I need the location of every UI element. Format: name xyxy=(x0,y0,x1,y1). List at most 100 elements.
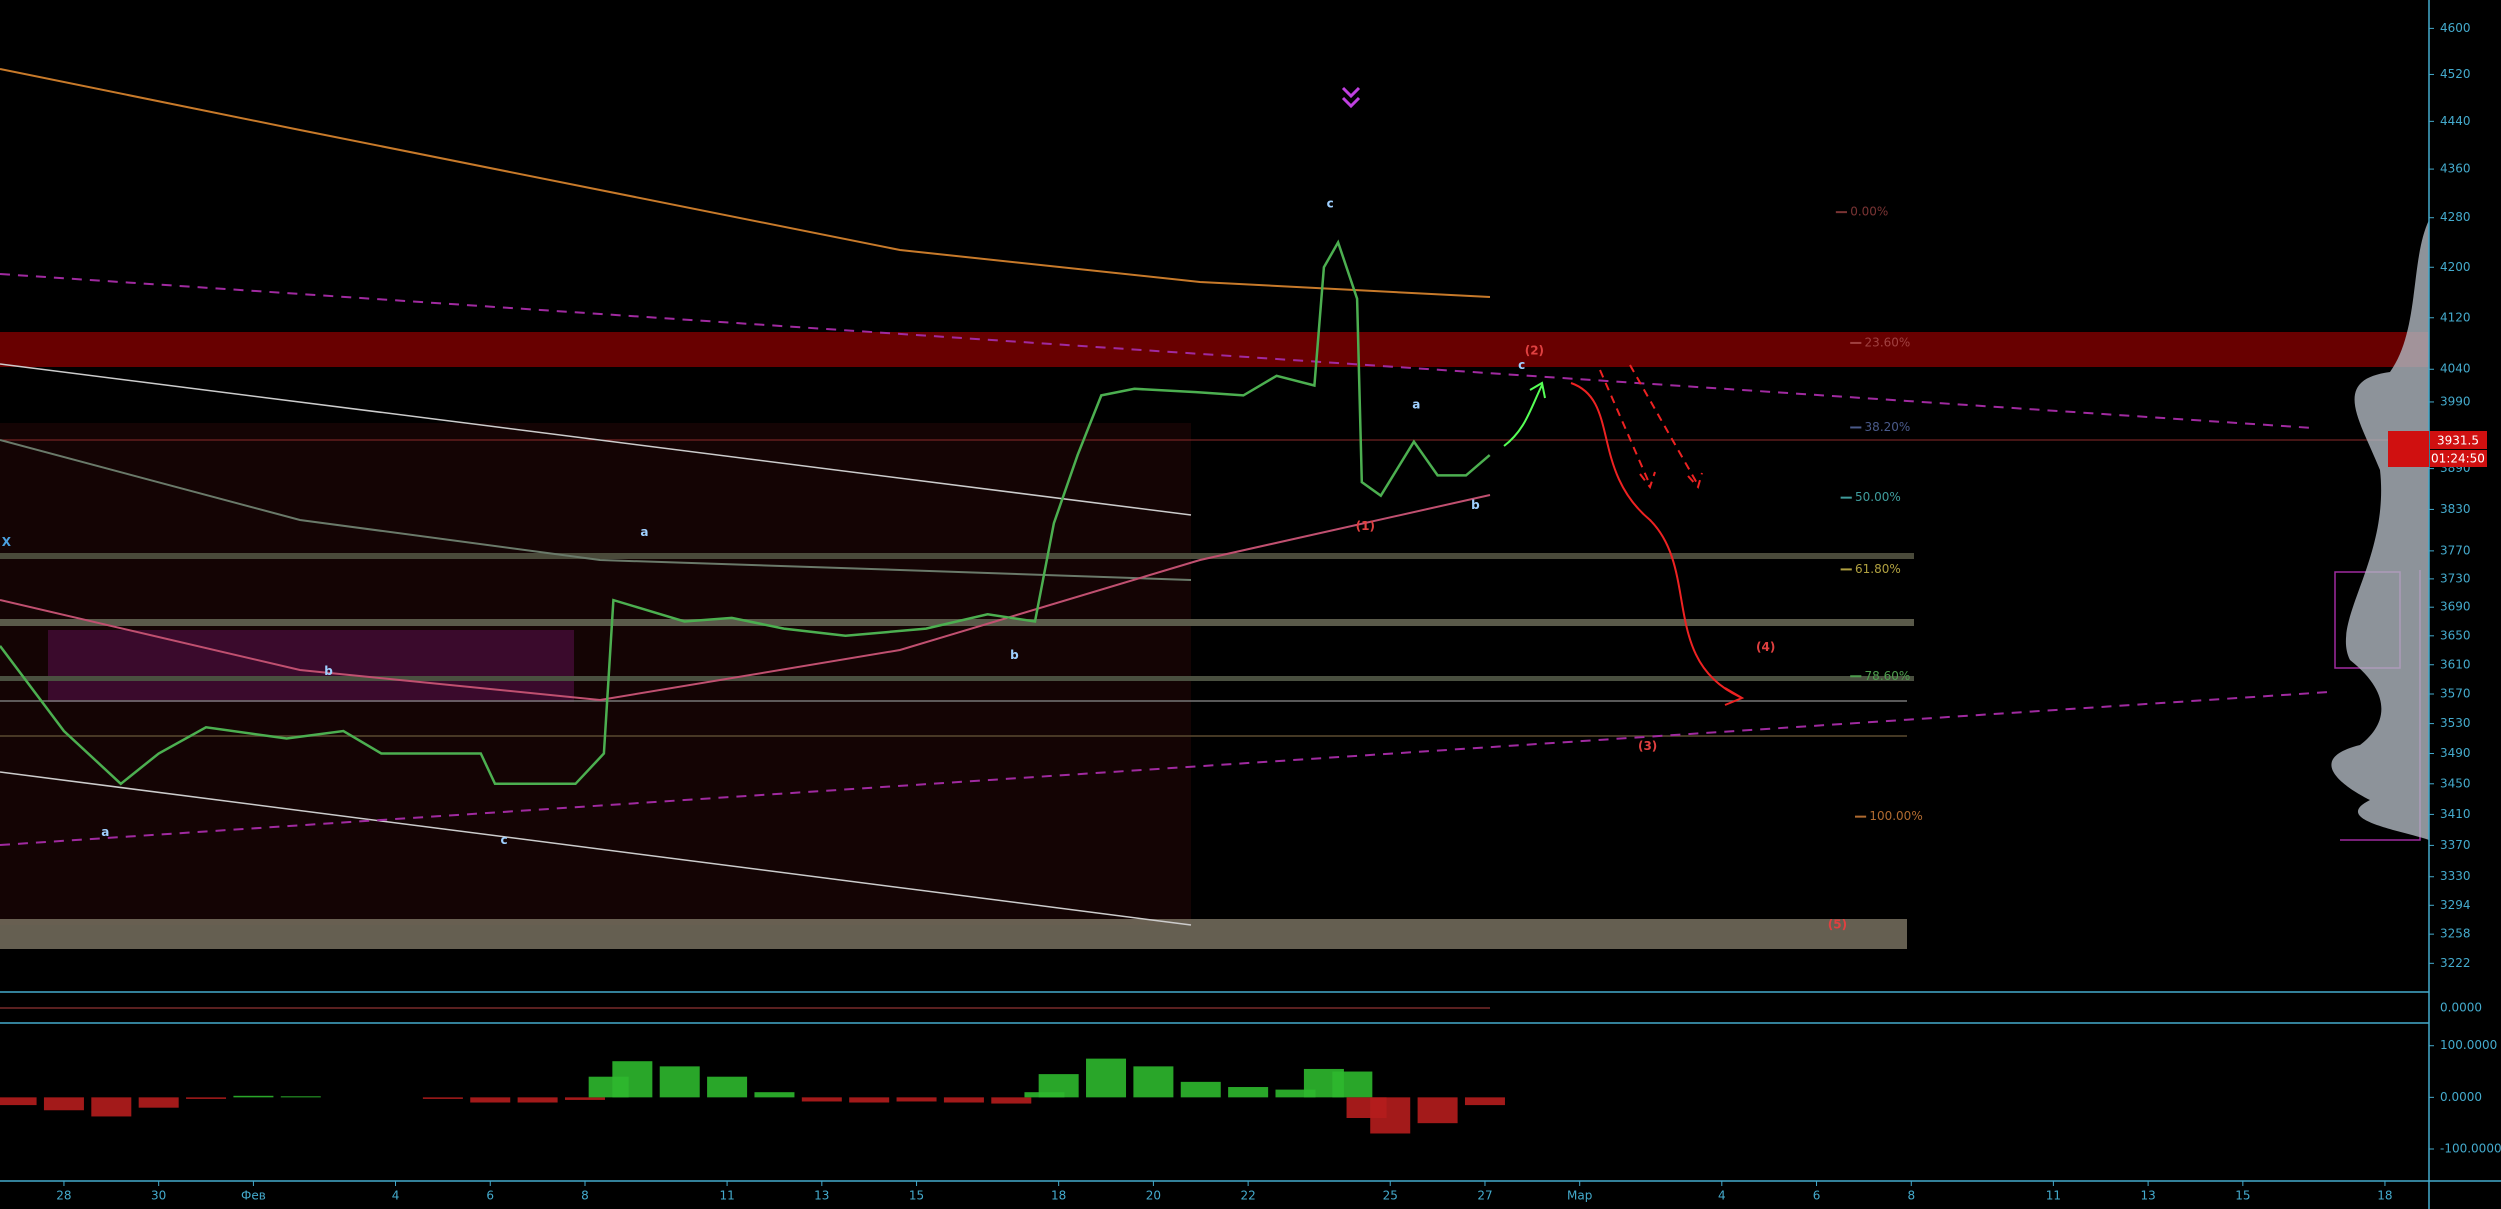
x-tick-label: 8 xyxy=(581,1189,589,1203)
price-line xyxy=(0,239,1491,786)
x-tick-label: 27 xyxy=(1477,1189,1492,1203)
wave-label: c xyxy=(1327,197,1334,211)
x-tick-label: 28 xyxy=(56,1189,71,1203)
y-tick-label: 4520 xyxy=(2440,67,2471,81)
oscillator-bar xyxy=(801,1097,842,1102)
wave-label: a xyxy=(101,825,109,839)
y-tick-label: 3450 xyxy=(2440,776,2471,790)
trend-line xyxy=(0,68,1491,298)
x-tick-label: 11 xyxy=(719,1189,734,1203)
x-tick-label: 15 xyxy=(2235,1189,2250,1203)
y-tick-label: 3610 xyxy=(2440,657,2471,671)
oscillator-bar xyxy=(991,1097,1032,1104)
level-band xyxy=(0,553,1914,559)
oscillator-bar xyxy=(754,1092,795,1098)
fib-label: 0.00% xyxy=(1850,205,1888,219)
y-tick-label: 4600 xyxy=(2440,21,2471,35)
y-tick-label: 100.0000 xyxy=(2440,1038,2497,1052)
y-tick-label: 4200 xyxy=(2440,260,2471,274)
fib-label: 50.00% xyxy=(1855,490,1901,504)
trend-line xyxy=(0,439,1192,581)
x-tick-label: 6 xyxy=(1813,1189,1821,1203)
timer-badge xyxy=(2430,450,2487,467)
fib-label: 23.60% xyxy=(1865,335,1911,349)
wave-label: c xyxy=(1518,358,1525,372)
oscillator-bar xyxy=(564,1097,605,1100)
y-tick-label: 3730 xyxy=(2440,571,2471,585)
x-tick-label: 20 xyxy=(1146,1189,1161,1203)
level-band xyxy=(0,676,1914,681)
x-tick-label: 18 xyxy=(1051,1189,1066,1203)
y-tick-label: 3410 xyxy=(2440,807,2471,821)
oscillator-bar xyxy=(943,1097,984,1103)
wave-label: b xyxy=(324,664,333,678)
dashed-trend xyxy=(0,691,2330,846)
oscillator-bar xyxy=(612,1061,653,1098)
oscillator-bar xyxy=(138,1097,179,1108)
y-tick-label: 4360 xyxy=(2440,162,2471,176)
oscillator-bar xyxy=(1332,1071,1373,1098)
oscillator-bar xyxy=(233,1095,274,1098)
y-tick-label: 4280 xyxy=(2440,210,2471,224)
fib-label: 61.80% xyxy=(1855,562,1901,576)
y-tick-label: 3294 xyxy=(2440,898,2471,912)
x-tick-label: 18 xyxy=(2377,1189,2392,1203)
price-badge-left xyxy=(2388,431,2429,467)
x-tick-label: 25 xyxy=(1383,1189,1398,1203)
oscillator-bar xyxy=(1464,1097,1505,1106)
x-tick-label: 22 xyxy=(1240,1189,1255,1203)
oscillator-bar xyxy=(0,1097,37,1106)
x-tick-label: 13 xyxy=(2140,1189,2155,1203)
y-tick-label: 3650 xyxy=(2440,628,2471,642)
y-tick-label: 3370 xyxy=(2440,838,2471,852)
x-tick-label: Фев xyxy=(241,1189,266,1203)
y-tick-label: 3258 xyxy=(2440,927,2471,941)
price-badge xyxy=(2430,431,2487,449)
oscillator-bar xyxy=(1370,1097,1411,1134)
y-tick-label: 4440 xyxy=(2440,114,2471,128)
y-tick-label: 3490 xyxy=(2440,746,2471,760)
oscillator-bar xyxy=(1133,1066,1174,1098)
y-tick-label: 3770 xyxy=(2440,543,2471,557)
resistance-zone xyxy=(0,332,2429,367)
channel-line xyxy=(0,771,1192,926)
oscillator-bar xyxy=(43,1097,84,1111)
oscillator-bar xyxy=(1417,1097,1458,1124)
dashed-trend xyxy=(0,273,2314,429)
fib-label: 78.60% xyxy=(1865,669,1911,683)
price-label: 3931.5 xyxy=(2437,434,2479,448)
x-tick-label: 8 xyxy=(1907,1189,1915,1203)
y-tick-label: 4120 xyxy=(2440,310,2471,324)
oscillator-bar xyxy=(896,1097,937,1102)
timer-label: 01:24:50 xyxy=(2431,452,2485,466)
x-tick-label: 11 xyxy=(2046,1189,2061,1203)
y-tick-label: 3330 xyxy=(2440,869,2471,883)
y-tick-label: 0.0000 xyxy=(2440,1090,2482,1104)
projection-arrow xyxy=(1599,364,1703,490)
wave-label: b xyxy=(1471,498,1480,512)
oscillator-bar xyxy=(1275,1089,1316,1098)
y-tick-label: 0.0000 xyxy=(2440,1001,2482,1015)
oscillator-bar xyxy=(1180,1081,1221,1098)
x-tick-label: 4 xyxy=(392,1189,400,1203)
x-tick-label: 30 xyxy=(151,1189,166,1203)
fib-label: 100.00% xyxy=(1869,809,1922,823)
y-tick-label: 3990 xyxy=(2440,394,2471,408)
y-tick-label: 3530 xyxy=(2440,716,2471,730)
marker-icon xyxy=(1341,86,1361,109)
x-tick-label: 6 xyxy=(486,1189,494,1203)
fib-label: 38.20% xyxy=(1865,420,1911,434)
y-tick-label: 3830 xyxy=(2440,502,2471,516)
wave-label: a xyxy=(1412,398,1420,412)
projection-arrow xyxy=(1570,382,1745,706)
oscillator-bar xyxy=(1038,1074,1079,1098)
y-tick-label: 4040 xyxy=(2440,362,2471,376)
oscillator-bar xyxy=(280,1096,321,1098)
wave-label: (5) xyxy=(1828,918,1847,932)
wave-label: a xyxy=(640,525,648,539)
wave-label: (1) xyxy=(1356,519,1375,533)
oscillator-bar xyxy=(1086,1058,1127,1098)
oscillator-bar xyxy=(422,1097,463,1099)
x-tick-label: Мар xyxy=(1567,1189,1592,1203)
